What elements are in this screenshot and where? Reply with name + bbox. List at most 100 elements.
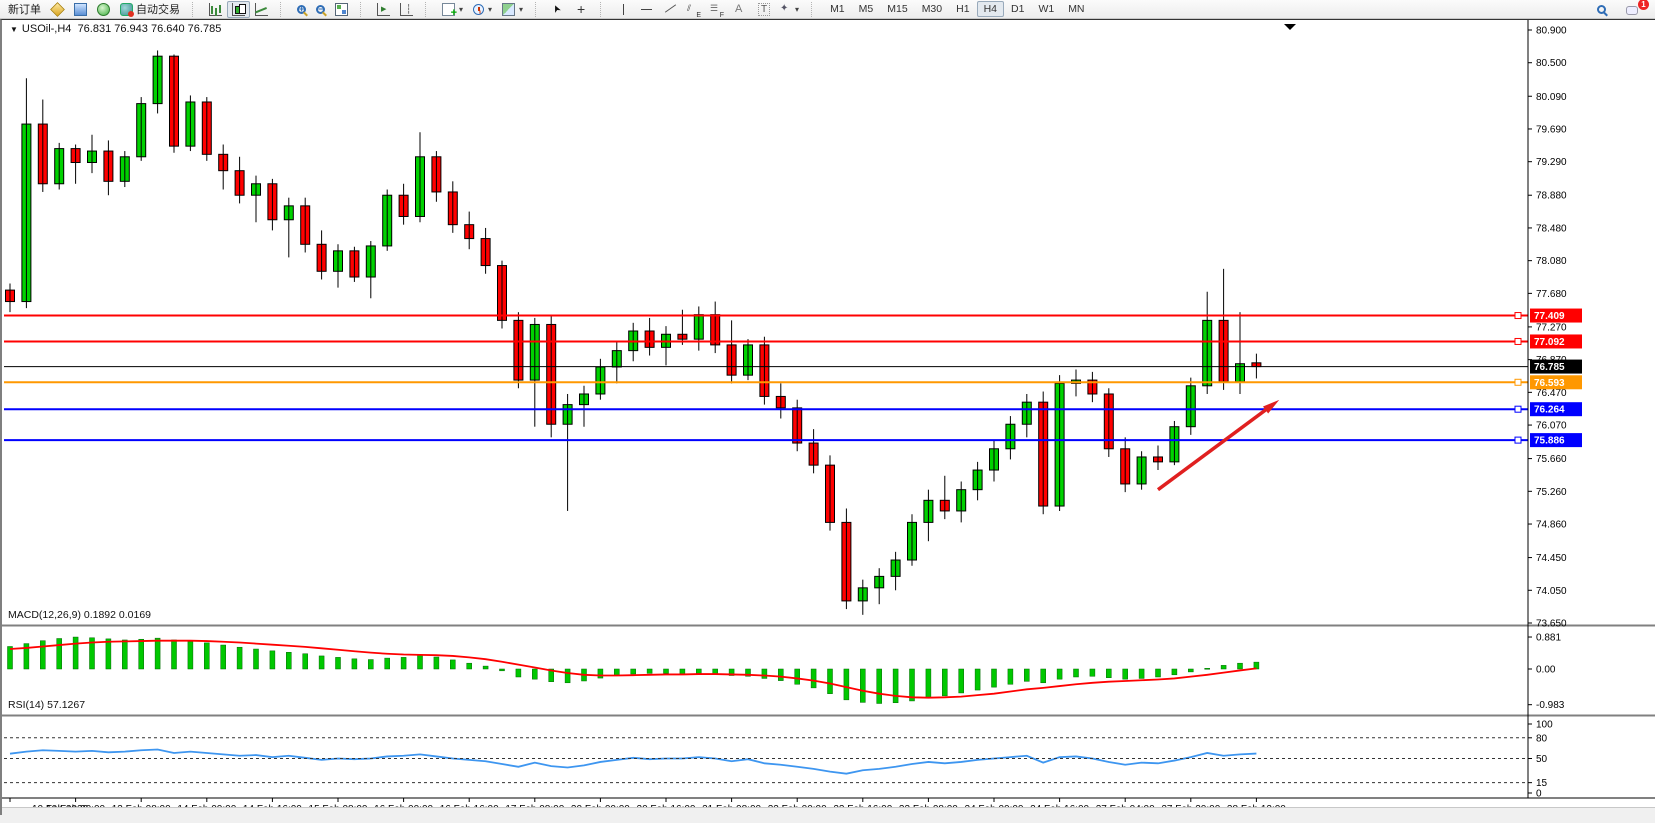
trend-arrow[interactable]: [1156, 399, 1280, 492]
macd-histogram-bar: [515, 668, 522, 678]
macd-tick-label: -0.983: [1536, 700, 1565, 711]
macd-histogram-bar: [1007, 668, 1014, 685]
price-tick-label: 77.680: [1536, 289, 1567, 300]
macd-histogram-bar: [171, 639, 177, 670]
time-tick-label: 13 Feb 08:00: [112, 804, 171, 808]
level-line-endpoint[interactable]: [1514, 378, 1522, 386]
rsi-label: RSI(14) 57.1267: [8, 699, 86, 711]
market-watch-button[interactable]: [46, 1, 69, 18]
status-strip: [2, 807, 1655, 815]
timeframe-d1-button[interactable]: D1: [1011, 3, 1025, 15]
bar-shift-marker[interactable]: [1284, 24, 1296, 30]
timeframe-w1-button[interactable]: W1: [1038, 3, 1055, 15]
current-price-label-text: 76.785: [1534, 362, 1565, 373]
chart-title-collapse-icon[interactable]: ▼: [10, 25, 18, 34]
macd-histogram-bar: [679, 668, 686, 674]
line-chart-button[interactable]: [250, 1, 273, 18]
auto-trading-button[interactable]: 自动交易: [115, 0, 185, 19]
period-button[interactable]: ▾: [468, 2, 497, 17]
bar-chart-button[interactable]: [204, 1, 227, 18]
chat-icon: [1626, 5, 1638, 15]
macd-histogram-bar: [1056, 668, 1063, 680]
text-label-button[interactable]: [750, 1, 773, 18]
navigator-button[interactable]: [92, 1, 115, 18]
price-tick-label: 78.880: [1536, 191, 1567, 202]
price-chart[interactable]: 80.900 80.500 80.090 79.690 79.290 78.880 78.4…: [2, 20, 1655, 808]
vertical-line-button[interactable]: [612, 1, 635, 18]
new-order-button[interactable]: 新订单: [8, 4, 41, 16]
macd-histogram-bar: [56, 638, 62, 670]
timeframe-m15-button[interactable]: M15: [887, 3, 908, 15]
macd-histogram-bar: [450, 659, 456, 670]
level-price-label-text: 76.593: [1534, 378, 1565, 389]
level-price-label: [1530, 375, 1582, 390]
macd-histogram-bar: [105, 638, 112, 670]
crosshair-button[interactable]: [570, 1, 593, 18]
cursor-button[interactable]: [547, 1, 570, 18]
equidistant-channel-button[interactable]: E: [681, 1, 704, 19]
level-line-endpoint[interactable]: [1514, 436, 1522, 444]
price-tick-label: 79.690: [1536, 124, 1567, 135]
symbol-period-label: USOil-,H4: [21, 23, 72, 35]
trendline-button[interactable]: [658, 1, 681, 18]
level-price-label: [1530, 308, 1582, 323]
macd-histogram-bar: [466, 662, 472, 670]
add-indicator-button[interactable]: ▾: [437, 1, 468, 19]
macd-histogram-bar: [433, 656, 440, 670]
rsi-line: [9, 748, 1257, 775]
macd-tick-label: 0.881: [1536, 633, 1561, 644]
macd-histogram-bar: [974, 668, 981, 691]
chart-shift-button[interactable]: [395, 1, 418, 18]
timeframe-m30-button[interactable]: M30: [921, 3, 943, 15]
macd-histogram-bar: [122, 639, 128, 670]
ohlc-values: 76.831 76.943 76.640 76.785: [77, 23, 222, 35]
template-button[interactable]: ▾: [497, 1, 528, 18]
level-line-endpoint[interactable]: [1514, 405, 1522, 413]
text-icon: [732, 3, 745, 16]
macd-signal-line: [9, 639, 1257, 699]
candlestick-chart-button[interactable]: [227, 0, 250, 18]
macd-histogram-bar: [154, 637, 161, 670]
level-line-endpoint[interactable]: [1514, 337, 1522, 345]
macd-histogram-bar: [761, 668, 768, 679]
level-price-label: [1530, 334, 1582, 349]
zoom-out-icon: −: [316, 3, 325, 14]
rsi-tick-label: 100: [1536, 720, 1553, 731]
template-icon: [502, 2, 516, 16]
price-tick-label: 77.270: [1536, 322, 1567, 333]
auto-scroll-button[interactable]: [372, 1, 395, 18]
zoom-in-button[interactable]: +: [292, 3, 311, 16]
macd-histogram-bar: [384, 657, 390, 670]
timeframe-m1-button[interactable]: M1: [830, 3, 845, 15]
macd-histogram-bar: [991, 668, 997, 688]
toolbar-separator: [425, 1, 432, 17]
search-button[interactable]: [1592, 3, 1611, 16]
timeframe-h4-button[interactable]: H4: [976, 1, 1004, 17]
macd-histogram-bar: [138, 638, 144, 670]
text-button[interactable]: [727, 1, 750, 18]
vertical-line-icon: [617, 3, 630, 16]
price-tick-label: 75.260: [1536, 487, 1567, 498]
time-tick-label: 24 Feb 16:00: [1030, 804, 1089, 808]
macd-histogram-bar: [827, 668, 833, 694]
equidistant-channel-icon: E: [686, 3, 701, 19]
horizontal-line-button[interactable]: [635, 1, 658, 18]
notifications-button[interactable]: 1: [1621, 0, 1649, 17]
timeframe-m5-button[interactable]: M5: [858, 3, 874, 15]
tile-windows-button[interactable]: [330, 1, 353, 18]
chart-window[interactable]: 80.900 80.500 80.090 79.690 79.290 78.880 78.4…: [0, 19, 1655, 815]
timeframe-mn-button[interactable]: MN: [1068, 3, 1085, 15]
price-tick-label: 74.860: [1536, 520, 1567, 531]
timeframe-h1-button[interactable]: H1: [956, 3, 970, 15]
rsi-tick-label: 50: [1536, 754, 1548, 765]
time-tick-label: 21 Feb 08:00: [702, 804, 761, 808]
macd-histogram-bar: [1171, 668, 1178, 676]
macd-label: MACD(12,26,9) 0.1892 0.0169: [8, 609, 152, 621]
data-window-button[interactable]: [69, 1, 92, 18]
macd-histogram-bar: [286, 652, 292, 670]
level-line-endpoint[interactable]: [1514, 312, 1522, 320]
zoom-out-button[interactable]: −: [311, 3, 330, 16]
fibonacci-button[interactable]: F: [704, 1, 727, 19]
arrow-objects-button[interactable]: ▾: [773, 1, 804, 18]
macd-histogram-bar: [482, 665, 489, 670]
